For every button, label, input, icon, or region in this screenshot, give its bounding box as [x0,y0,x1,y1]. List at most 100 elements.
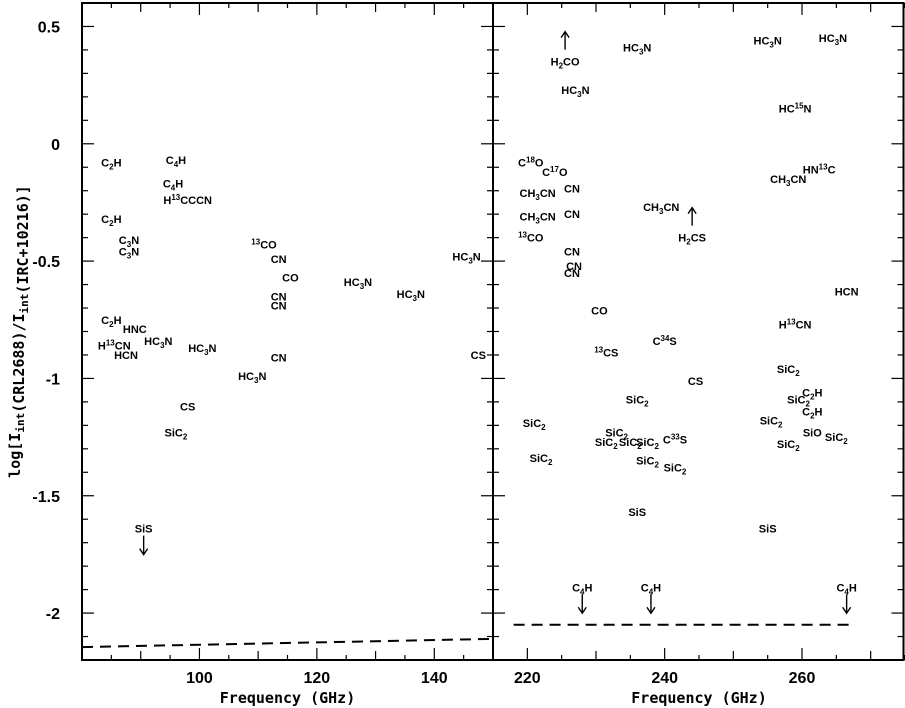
molecule-label: HC3N [344,277,372,291]
molecule-label: SiC2 [619,437,642,451]
molecule-label: H13CCCN [163,193,212,207]
upper-limit-arrow [577,594,587,615]
molecule-label: CN [271,352,287,364]
molecule-label: SiC2 [530,453,553,467]
molecule-label: HN13C [803,163,836,177]
x-axis-label: Frequency (GHz) [631,689,766,707]
molecule-label: CN [564,268,580,280]
molecule-label: HC3N [397,289,425,303]
y-tick-label: 0 [51,137,60,154]
molecule-label: HC3N [238,371,266,385]
molecule-label: CO [591,305,608,317]
molecule-label: SiC2 [523,418,546,432]
y-axis-title: log[Iint(CRL2688)/Iint(IRC+10216)] [6,185,32,478]
plot-frame [492,2,905,661]
molecule-label: HC3N [819,33,847,47]
molecule-label: 13CS [594,346,618,360]
y-tick-label: -2 [46,606,60,623]
molecule-label: SiS [759,524,777,536]
x-tick-label: 120 [304,670,331,687]
molecule-label: HC3N [754,36,782,50]
molecule-label: HC3N [623,43,651,57]
molecule-label: H13CN [98,339,131,353]
x-tick-label: 220 [514,670,541,687]
molecule-label: CH3CN [643,202,679,216]
y-tick-label: -1 [46,371,60,388]
molecule-label: SiC2 [825,432,848,446]
molecule-label: SiC2 [636,456,659,470]
molecule-label: SiC2 [760,416,783,430]
molecule-label: CS [688,376,703,388]
molecule-label: C34S [653,334,677,348]
molecule-label: C2H [101,315,121,329]
molecule-label: SiC2 [664,463,687,477]
molecule-label: CN [566,261,582,273]
detection-limit-line [81,637,494,649]
molecule-label: CN [271,291,287,303]
lower-limit-arrow [687,206,697,226]
molecule-label: H2CO [551,57,580,71]
molecule-label: C18O [518,156,544,170]
molecule-label: HC3N [561,85,589,99]
molecule-label: C2H [101,214,121,228]
y-tick-label: -1.5 [32,489,60,506]
x-tick-label: 100 [186,670,213,687]
molecule-label: HC15N [779,102,812,116]
y-tick-label: -0.5 [32,254,60,271]
molecule-label: HCN [835,287,859,299]
y-axis-label: log[Iint(CRL2688)/Iint(IRC+10216)] [6,185,32,478]
molecule-label: CH3CN [520,212,556,226]
molecule-label: C2H [802,388,822,402]
molecule-label: C4H [163,179,183,193]
molecule-label: C4H [572,582,592,596]
x-tick-label: 140 [421,670,448,687]
upper-limit-arrow [842,594,852,615]
molecule-label: 13CO [251,238,277,252]
molecule-label: SiO [803,427,822,439]
molecule-label: HC3N [452,251,480,265]
molecule-label: CN [564,183,580,195]
molecule-label: CN [271,254,287,266]
molecule-label: CO [282,273,299,285]
molecule-label: CS [471,350,486,362]
molecule-label: C17O [542,165,568,179]
lower-limit-arrow [560,30,570,50]
molecule-label: HC3N [144,336,172,350]
molecule-label: C33S [663,432,687,446]
molecule-label: SiC2 [636,437,659,451]
molecule-label: HC3N [188,343,216,357]
molecule-label: C4H [166,155,186,169]
molecule-label: SiC2 [787,395,810,409]
molecule-label: HNC [123,324,147,336]
molecule-label: C4H [641,582,661,596]
molecule-label: SiC2 [605,427,628,441]
molecule-label: C4H [836,582,856,596]
molecule-label: C3N [119,235,139,249]
molecule-label: SiC2 [165,427,188,441]
molecule-label: C2H [802,406,822,420]
molecule-label: C2H [101,158,121,172]
molecule-label: SiS [628,507,646,519]
molecule-label: CH3CN [520,188,556,202]
molecule-label: CN [564,209,580,221]
molecule-label: SiC2 [777,439,800,453]
x-axis-label: Frequency (GHz) [220,689,355,707]
y-tick-label: 0.5 [38,19,60,36]
molecule-label: SiC2 [626,395,649,409]
panel-right: 220 240 260 Frequency (GHz) H2CO HC3N HC3N HC3N… [492,2,905,707]
molecule-label: CN [271,301,287,313]
x-tick-label: 240 [651,670,678,687]
upper-limit-arrow [646,594,656,615]
molecule-label: H2CS [678,233,706,247]
molecule-label: 13CO [518,231,544,245]
molecule-label: CN [564,247,580,259]
upper-limit-arrow [139,535,149,556]
molecule-label: H13CN [779,317,812,331]
y-tick-labels: 0.5 0 -0.5 -1 -1.5 -2 [32,19,60,623]
molecule-label: CS [180,402,195,414]
molecule-label: SiC2 [595,437,618,451]
x-tick-label: 260 [789,670,816,687]
molecule-label: CH3CN [770,174,806,188]
